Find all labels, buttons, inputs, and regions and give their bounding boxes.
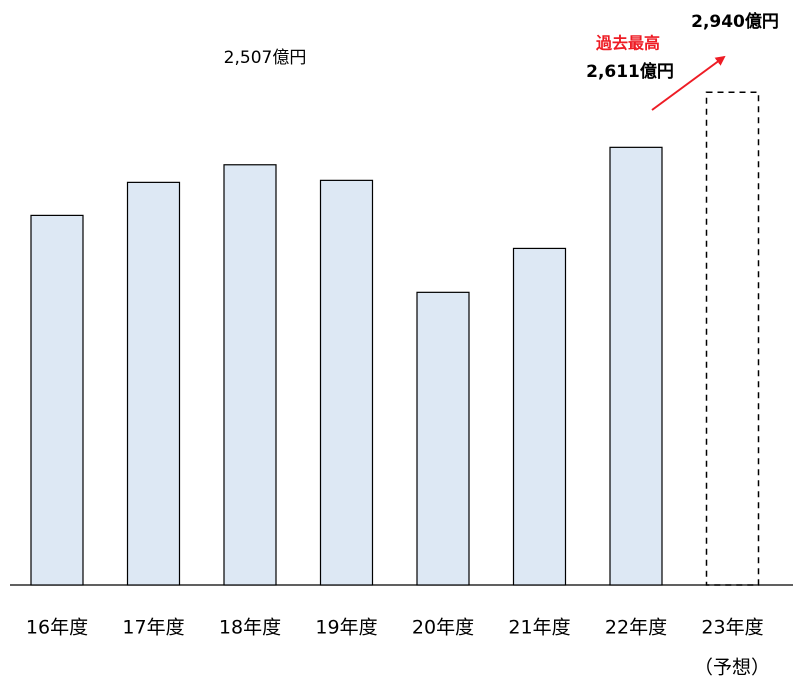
x-tick-label: 17年度: [122, 617, 184, 639]
x-tick-label: 22年度: [605, 617, 667, 639]
bar: [319, 179, 374, 586]
bar: [126, 181, 181, 586]
bar: [30, 214, 84, 586]
bar: [609, 146, 663, 586]
category-note: （予想）: [694, 657, 770, 679]
bar: [705, 91, 760, 586]
value-label: 2,940億円: [691, 11, 779, 32]
trend-arrow: [651, 55, 726, 111]
bar: [512, 247, 567, 586]
x-tick-label: 20年度: [412, 617, 474, 639]
x-tick-label: 16年度: [26, 617, 88, 639]
x-tick-label: 21年度: [508, 617, 570, 639]
bar: [416, 291, 470, 586]
value-label: 2,611億円: [586, 61, 674, 82]
value-label: 2,507億円: [224, 48, 307, 68]
x-tick-label: 23年度: [701, 617, 763, 639]
x-tick-label: 19年度: [315, 617, 377, 639]
bar: [223, 164, 277, 586]
annotation: 過去最高: [595, 34, 660, 53]
x-tick-label: 18年度: [219, 617, 281, 639]
